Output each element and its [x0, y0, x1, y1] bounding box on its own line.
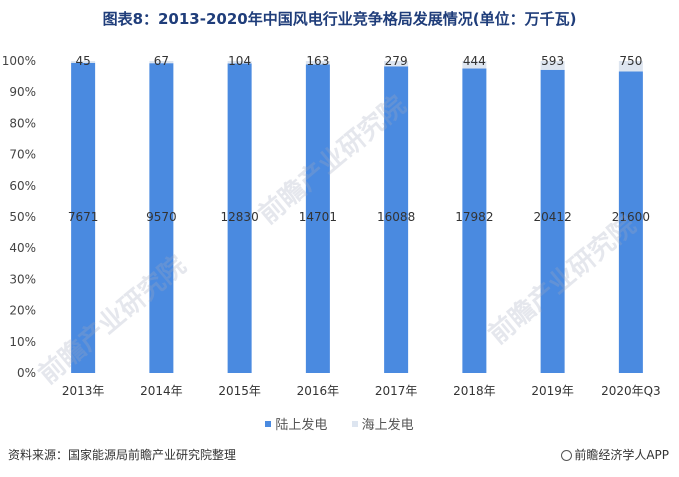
brand-credit: 前瞻经济学人APP	[561, 446, 669, 463]
source-note: 资料来源：国家能源局前瞻产业研究院整理	[8, 448, 237, 462]
x-tick-label: 2017年	[375, 384, 418, 398]
legend: 陆上发电 海上发电	[0, 414, 679, 433]
y-tick-label: 0%	[17, 366, 36, 380]
brand-text: 前瞻经济学人APP	[574, 448, 669, 462]
bar-onshore	[305, 64, 330, 373]
data-label-offshore: 104	[228, 54, 251, 68]
bar-offshore	[149, 61, 174, 64]
y-tick-label: 90%	[9, 85, 36, 99]
data-label-onshore: 9570	[146, 210, 177, 224]
x-tick-label: 2018年	[453, 384, 496, 398]
x-tick-label: 2014年	[140, 384, 183, 398]
data-label-onshore: 20412	[534, 210, 572, 224]
legend-label-onshore: 陆上发电	[275, 418, 328, 433]
data-label-offshore: 750	[619, 54, 642, 68]
bar-offshore	[384, 61, 409, 67]
data-label-offshore: 67	[154, 54, 169, 68]
bar-onshore	[227, 63, 252, 374]
x-tick-label: 2020年Q3	[601, 384, 661, 398]
legend-swatch-onshore	[265, 420, 272, 427]
bar-offshore	[540, 61, 565, 70]
legend-item-offshore: 海上发电	[351, 414, 414, 433]
data-label-offshore: 45	[75, 54, 90, 68]
x-tick-label: 2013年	[62, 384, 105, 398]
x-tick-label: 2016年	[297, 384, 340, 398]
bar-onshore	[618, 71, 643, 374]
y-tick-label: 10%	[9, 335, 36, 349]
data-label-offshore: 593	[541, 54, 564, 68]
data-label-offshore: 163	[306, 54, 329, 68]
y-axis: 0% 10% 20% 30% 40% 50% 60% 70% 80% 90% 100%	[2, 54, 36, 380]
data-label-onshore: 12830	[221, 210, 259, 224]
y-tick-label: 60%	[9, 179, 36, 193]
bar-offshore	[227, 61, 252, 64]
bar-onshore	[462, 68, 487, 374]
bar-onshore	[71, 62, 96, 374]
bar-offshore	[462, 61, 487, 69]
y-tick-label: 30%	[9, 272, 36, 286]
bar-onshore	[149, 63, 174, 374]
data-label-offshore: 444	[463, 54, 486, 68]
y-tick-label: 70%	[9, 148, 36, 162]
y-tick-label: 100%	[2, 54, 36, 68]
data-label-offshore: 279	[385, 54, 408, 68]
legend-swatch-offshore	[351, 420, 358, 427]
data-label-onshore: 17982	[455, 210, 493, 224]
chart-title: 图表8：2013-2020年中国风电行业竞争格局发展情况(单位：万千瓦)	[102, 10, 577, 28]
data-label-onshore: 21600	[612, 210, 650, 224]
bar-onshore	[540, 69, 565, 373]
bar-onshore	[384, 66, 409, 373]
x-axis: 2013年 2014年 2015年 2016年 2017年 2018年 2019年 2020年…	[62, 384, 661, 398]
x-tick-label: 2015年	[218, 384, 261, 398]
bars: 7671 45 9570 67 12830 104 14701 163 16088 279 1798…	[68, 54, 650, 374]
x-tick-label: 2019年	[531, 384, 574, 398]
y-tick-label: 20%	[9, 304, 36, 318]
brand-logo-icon	[561, 450, 573, 461]
y-tick-label: 50%	[9, 210, 36, 224]
legend-label-offshore: 海上发电	[361, 418, 414, 433]
y-tick-label: 40%	[9, 241, 36, 255]
bar-offshore	[305, 61, 330, 65]
bar-offshore	[71, 61, 96, 63]
bar-offshore	[618, 61, 643, 72]
legend-item-onshore: 陆上发电	[265, 414, 327, 433]
data-label-onshore: 7671	[68, 210, 99, 224]
data-label-onshore: 16088	[377, 210, 415, 224]
y-tick-label: 80%	[9, 116, 36, 130]
data-label-onshore: 14701	[299, 210, 337, 224]
